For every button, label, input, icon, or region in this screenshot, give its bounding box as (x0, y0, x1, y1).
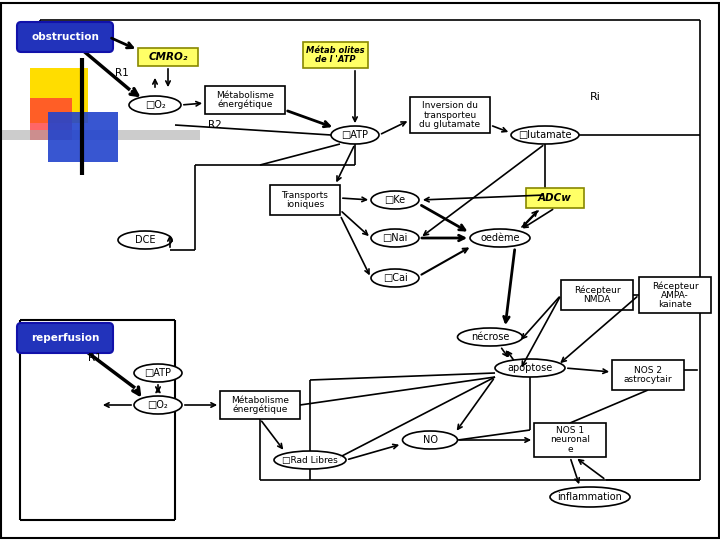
Bar (302, 42, 367, 68)
Bar (534, 423, 606, 457)
Text: du glutamate: du glutamate (420, 119, 480, 129)
Bar (612, 360, 684, 390)
Bar (410, 97, 490, 133)
Ellipse shape (402, 431, 457, 449)
Text: □Nai: □Nai (382, 233, 408, 243)
Text: Métab olites: Métab olites (306, 46, 364, 55)
Text: énergétique: énergétique (233, 405, 288, 414)
Text: Métabolisme: Métabolisme (216, 91, 274, 100)
Text: □O₂: □O₂ (145, 100, 166, 110)
Text: NO: NO (423, 435, 438, 445)
Ellipse shape (470, 229, 530, 247)
Text: NOS 1: NOS 1 (556, 427, 584, 435)
Bar (0, 130, 200, 140)
Bar (220, 391, 300, 419)
Text: □Ke: □Ke (384, 195, 405, 205)
Text: apoptose: apoptose (508, 363, 553, 373)
Ellipse shape (495, 359, 565, 377)
Ellipse shape (331, 126, 379, 144)
Ellipse shape (550, 487, 630, 507)
Text: □Rad Libres: □Rad Libres (282, 456, 338, 464)
Bar (639, 277, 711, 313)
Text: énergétique: énergétique (217, 100, 273, 109)
Ellipse shape (457, 328, 523, 346)
Bar (205, 86, 285, 114)
Text: Métabolisme: Métabolisme (231, 396, 289, 405)
Text: □ATP: □ATP (341, 130, 369, 140)
Bar (270, 185, 340, 215)
Bar (526, 188, 584, 208)
Text: reperfusion: reperfusion (31, 333, 99, 343)
Text: DCE: DCE (135, 235, 156, 245)
Text: R1: R1 (115, 68, 129, 78)
Text: Transports: Transports (282, 191, 328, 200)
Text: Inversion du: Inversion du (422, 102, 478, 110)
Text: □ATP: □ATP (145, 368, 171, 378)
Text: □lutamate: □lutamate (518, 130, 572, 140)
FancyBboxPatch shape (17, 22, 113, 52)
Text: e: e (567, 444, 573, 454)
Bar (138, 48, 198, 66)
Bar (30, 98, 72, 140)
Text: R2: R2 (208, 120, 222, 130)
Text: transporteu: transporteu (423, 111, 477, 119)
Text: □Cai: □Cai (382, 273, 408, 283)
Text: CMRO₂: CMRO₂ (148, 52, 188, 62)
Text: □O₂: □O₂ (148, 400, 168, 410)
Ellipse shape (134, 364, 182, 382)
Ellipse shape (511, 126, 579, 144)
Ellipse shape (129, 96, 181, 114)
Bar (48, 112, 118, 162)
Ellipse shape (371, 269, 419, 287)
Text: kainate: kainate (658, 300, 692, 308)
Ellipse shape (274, 451, 346, 469)
Ellipse shape (371, 191, 419, 209)
Bar (30, 68, 88, 123)
Ellipse shape (371, 229, 419, 247)
Ellipse shape (118, 231, 172, 249)
Text: neuronal: neuronal (550, 435, 590, 444)
Text: oedème: oedème (480, 233, 520, 243)
Bar (561, 280, 633, 310)
Text: astrocytair: astrocytair (624, 375, 672, 384)
Text: NMDA: NMDA (583, 295, 611, 304)
Text: Récepteur: Récepteur (652, 281, 698, 291)
Text: R1: R1 (88, 353, 102, 363)
Text: Ri: Ri (590, 92, 600, 102)
Text: ADCw: ADCw (538, 193, 572, 203)
Text: de l 'ATP: de l 'ATP (315, 55, 355, 64)
Text: ioniques: ioniques (286, 200, 324, 209)
Text: inflammation: inflammation (557, 492, 622, 502)
Text: obstruction: obstruction (31, 32, 99, 42)
Text: nécrose: nécrose (471, 332, 509, 342)
Ellipse shape (134, 396, 182, 414)
Text: AMPA-: AMPA- (661, 291, 689, 300)
Text: Récepteur: Récepteur (574, 286, 621, 295)
FancyBboxPatch shape (17, 323, 113, 353)
Text: NOS 2: NOS 2 (634, 366, 662, 375)
